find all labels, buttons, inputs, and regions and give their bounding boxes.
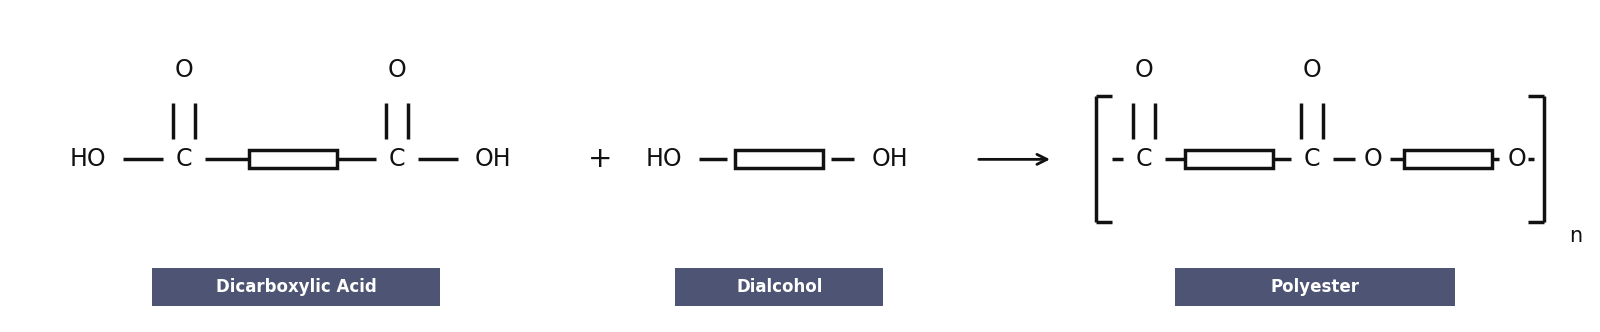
Bar bbox=[1405, 150, 1491, 169]
Text: HO: HO bbox=[70, 147, 106, 171]
Text: O: O bbox=[174, 58, 194, 82]
Text: C: C bbox=[1136, 147, 1152, 171]
Text: O: O bbox=[387, 58, 406, 82]
Text: C: C bbox=[176, 147, 192, 171]
Bar bbox=[734, 150, 822, 169]
Text: OH: OH bbox=[872, 147, 907, 171]
Text: HO: HO bbox=[646, 147, 682, 171]
Text: Polyester: Polyester bbox=[1270, 278, 1360, 296]
Text: OH: OH bbox=[475, 147, 510, 171]
Text: C: C bbox=[1304, 147, 1320, 171]
Text: O: O bbox=[1363, 147, 1382, 171]
Text: O: O bbox=[1134, 58, 1154, 82]
Text: n: n bbox=[1570, 226, 1582, 246]
FancyBboxPatch shape bbox=[152, 268, 440, 306]
FancyBboxPatch shape bbox=[675, 268, 883, 306]
Text: +: + bbox=[587, 145, 613, 173]
Bar bbox=[1186, 150, 1274, 169]
FancyBboxPatch shape bbox=[1174, 268, 1456, 306]
Text: O: O bbox=[1302, 58, 1322, 82]
Text: O: O bbox=[1507, 147, 1526, 171]
Bar bbox=[250, 150, 338, 169]
Text: Dicarboxylic Acid: Dicarboxylic Acid bbox=[216, 278, 376, 296]
Text: Dialcohol: Dialcohol bbox=[736, 278, 822, 296]
Text: C: C bbox=[389, 147, 405, 171]
